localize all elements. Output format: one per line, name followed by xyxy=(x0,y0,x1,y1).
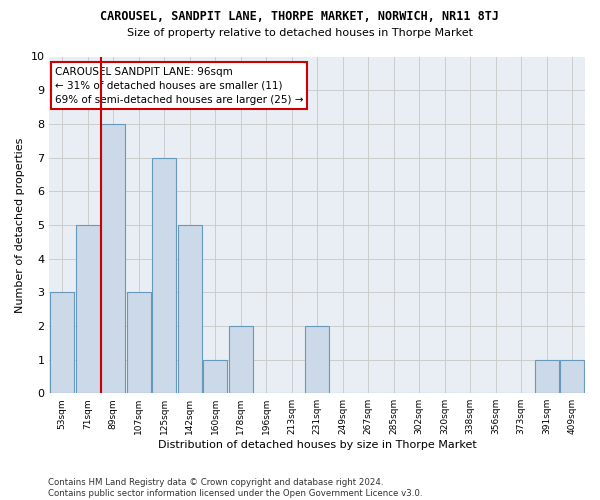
Bar xyxy=(101,124,125,393)
Bar xyxy=(203,360,227,393)
Bar xyxy=(535,360,559,393)
Bar xyxy=(305,326,329,393)
Y-axis label: Number of detached properties: Number of detached properties xyxy=(15,137,25,312)
Bar xyxy=(127,292,151,393)
Text: CAROUSEL, SANDPIT LANE, THORPE MARKET, NORWICH, NR11 8TJ: CAROUSEL, SANDPIT LANE, THORPE MARKET, N… xyxy=(101,10,499,23)
Text: CAROUSEL SANDPIT LANE: 96sqm
← 31% of detached houses are smaller (11)
69% of se: CAROUSEL SANDPIT LANE: 96sqm ← 31% of de… xyxy=(55,66,303,104)
Text: Size of property relative to detached houses in Thorpe Market: Size of property relative to detached ho… xyxy=(127,28,473,38)
X-axis label: Distribution of detached houses by size in Thorpe Market: Distribution of detached houses by size … xyxy=(158,440,476,450)
Bar xyxy=(50,292,74,393)
Bar xyxy=(152,158,176,393)
Bar xyxy=(229,326,253,393)
Text: Contains HM Land Registry data © Crown copyright and database right 2024.
Contai: Contains HM Land Registry data © Crown c… xyxy=(48,478,422,498)
Bar xyxy=(76,225,100,393)
Bar xyxy=(178,225,202,393)
Bar xyxy=(560,360,584,393)
